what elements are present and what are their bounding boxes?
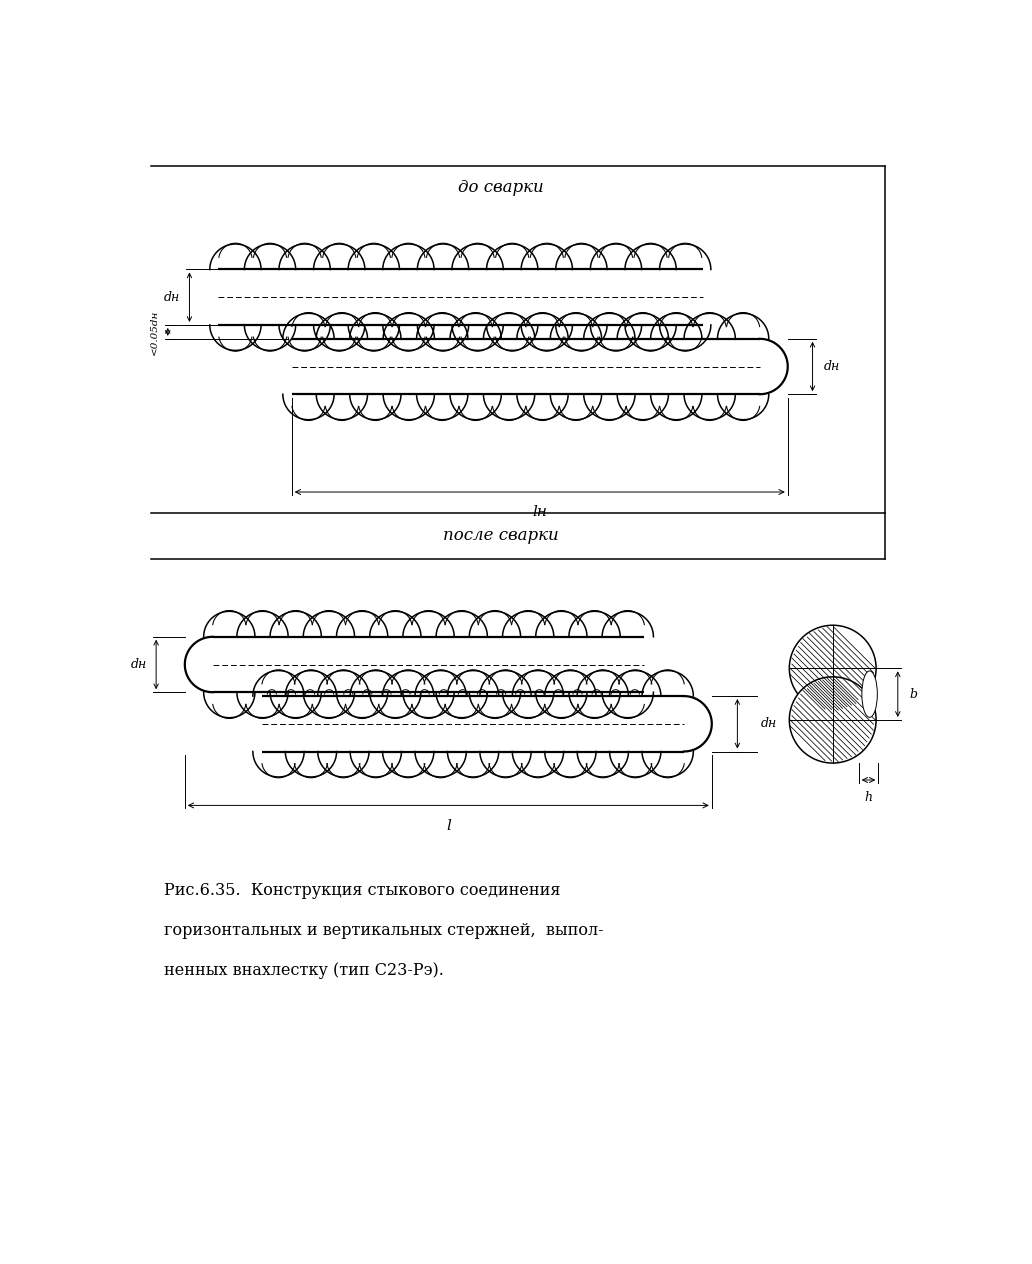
Circle shape: [789, 626, 876, 712]
Text: ненных внахлестку (тип С23-Рэ).: ненных внахлестку (тип С23-Рэ).: [164, 962, 444, 980]
Text: dн: dн: [164, 291, 181, 303]
Circle shape: [789, 676, 876, 763]
Text: b: b: [909, 688, 917, 700]
Text: горизонтальных и вертикальных стержней,  выпол-: горизонтальных и вертикальных стержней, …: [164, 923, 604, 939]
Text: h: h: [865, 791, 872, 804]
Text: l: l: [446, 819, 451, 833]
Text: lн: lн: [533, 506, 547, 520]
Text: Рис.6.35.  Конструкция стыкового соединения: Рис.6.35. Конструкция стыкового соединен…: [164, 882, 560, 900]
Ellipse shape: [862, 671, 877, 718]
Text: dн: dн: [131, 659, 147, 671]
Text: до сварки: до сварки: [458, 178, 544, 196]
Text: <0.05dн: <0.05dн: [150, 310, 159, 354]
Text: dн: dн: [761, 717, 777, 731]
Text: после сварки: после сварки: [443, 527, 559, 545]
Text: dн: dн: [825, 360, 840, 373]
